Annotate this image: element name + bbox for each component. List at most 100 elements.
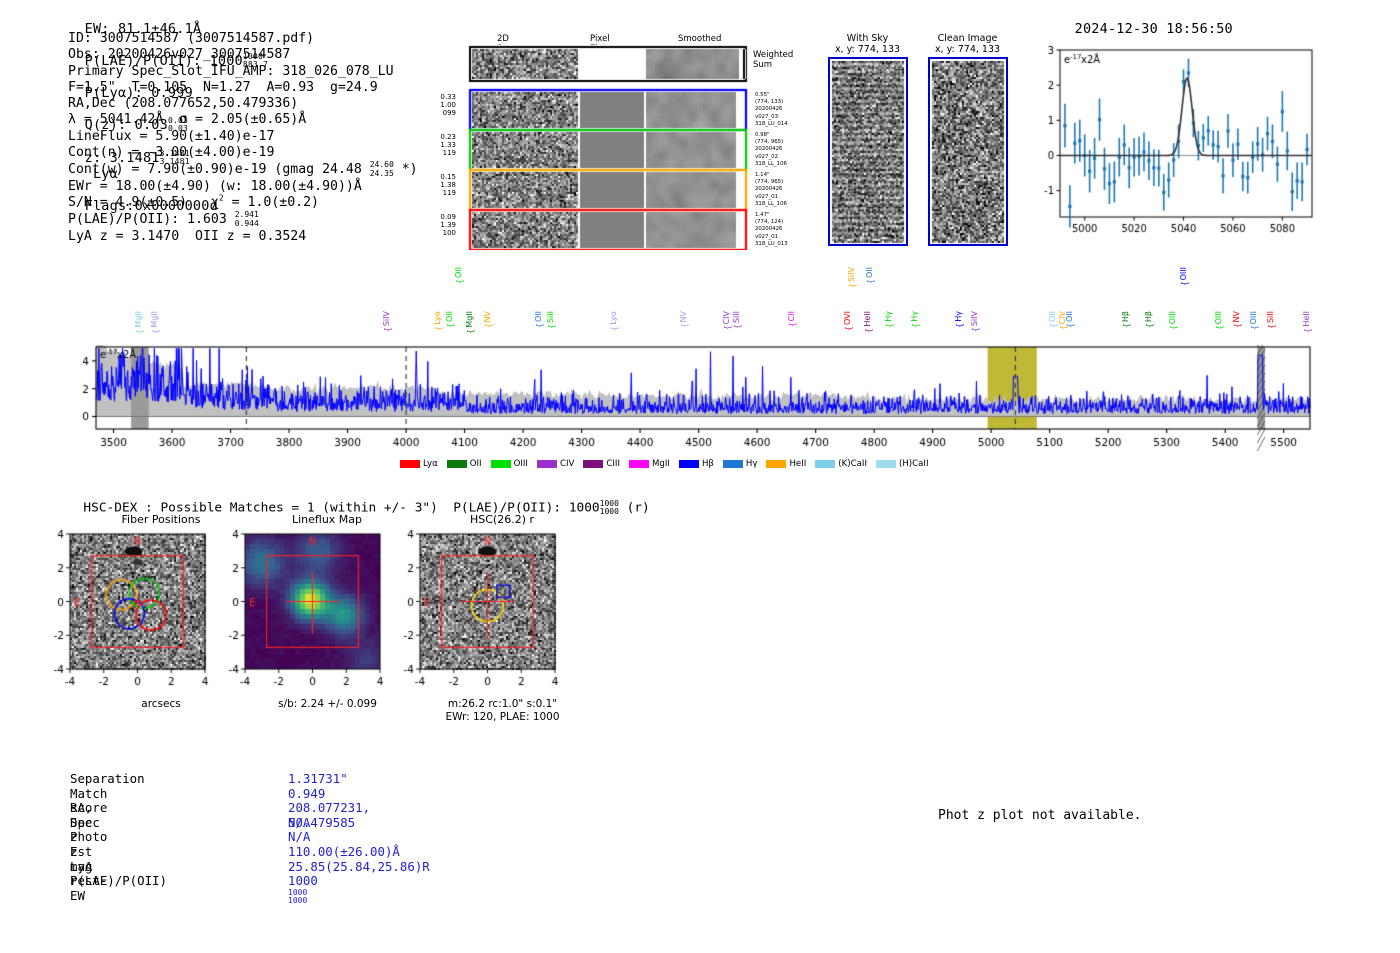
panel-title-hsc: HSC(26.2) r [469, 513, 535, 526]
timestamp: 2024-12-30 18:56:50 [1074, 21, 1233, 37]
line-label-siii-9: SiII{ [546, 311, 556, 329]
info-chi: χ [210, 195, 219, 211]
spec2d-row-2-stat-0: 0.15 [440, 173, 456, 181]
line-label-text: OII [453, 267, 463, 279]
line-label-oii-8: OII{ [534, 311, 544, 328]
spec2d-row-1-left-stats: 0.23 1.33 119 [428, 133, 456, 158]
emission-line-labels: MgII{MgII{SiIV{Lyα{OII{OII{MgII{NV{OII{S… [0, 267, 1400, 352]
legend-swatch [678, 460, 699, 468]
spec2d-row-1-stat-1: 1.33 [440, 141, 456, 150]
line-label-siii-13: SiII{ [732, 311, 742, 329]
line-label-brace: { [150, 328, 160, 334]
header-qz-sup: 0.03 [167, 116, 189, 126]
line-label-text: Hβ [1144, 311, 1154, 323]
match-value-ra-dec: 208.077231, 50.479585 [288, 800, 371, 830]
legend-swatch [446, 460, 467, 468]
match-value-sub: 1000 [288, 895, 308, 905]
line-label-text: OVI [842, 311, 852, 325]
info-cont-w-sup: 24.60 [369, 160, 394, 170]
legend-swatch [722, 460, 743, 468]
line-label-brace: { [445, 323, 455, 329]
spec2d-row-0-meta-2: 20200426 [755, 106, 783, 113]
line-label-text: SiIV [846, 267, 856, 283]
legend-item-oiii: OIII [490, 459, 528, 469]
line-label-brace: { [1145, 323, 1155, 329]
legend-label: (K)CaII [838, 459, 867, 469]
line-label-nv-11: NV{ [678, 311, 689, 329]
line-label-heii-17: HeII{ [863, 311, 873, 333]
line-label-lyα-10: Lyα{ [609, 311, 619, 331]
match-value-est-lya-rest-ew: 110.00(±26.00)Å [288, 843, 400, 859]
line-label-brace: { [434, 325, 444, 331]
match-value-match-score: 0.949 [288, 785, 326, 801]
line-label-text: OIII [1167, 311, 1177, 325]
spec2d-row-2-stat-1: 1.38 [440, 181, 456, 190]
spec2d-row-2-meta: 1.14" (774, 965) 20200426 v027_01 318_LL_106 [755, 172, 815, 208]
legend-label: Hγ [745, 459, 758, 469]
line-label-brace: { [722, 325, 732, 331]
spec2d-row-2-meta-2: 20200426 [755, 186, 783, 193]
line-label-brace: { [1250, 325, 1260, 331]
line-label-brace: { [1215, 325, 1225, 331]
header-qz-sub: 0.03 [167, 124, 189, 134]
line-label-text: MgII [134, 311, 144, 328]
legend-swatch [629, 460, 649, 468]
line-label-hγ-20: Hγ{ [910, 311, 920, 328]
spec2d-row-1-stat-0: 0.23 [440, 133, 456, 141]
line-profile-chart [1030, 38, 1320, 253]
line-label-brace: { [454, 279, 464, 285]
line-label-text: SiII [546, 311, 556, 324]
legend-item-kcaii: (K)CaII [815, 459, 867, 469]
header-qz-label: Q(z): [84, 117, 135, 134]
info-cont-w-post: *) [393, 162, 418, 178]
hscdex-summary: HSC-DEX : Possible Matches = 1 (within +… [68, 485, 649, 516]
legend-item-lyα: Lyα [400, 459, 438, 469]
line-label-siiv-16: SiIV{ [846, 267, 857, 288]
line-label-siiv-2: SiIV{ [382, 311, 392, 332]
line-label-mgii-1: MgII{ [150, 311, 160, 334]
line-label-brace: { [1303, 327, 1313, 333]
info-cont-w-pre: Cont(w) = 7.90(±0.90)e-19 (gmag 24.48 [68, 162, 370, 178]
line-label-text: NV [1231, 311, 1241, 323]
line-label-text: NV [678, 311, 688, 323]
match-key-p-lae-p-oii-: P(LAE)/P(OII) [70, 873, 167, 889]
legend-label: MgII [652, 459, 670, 469]
panel-title-lineflux-map: Lineflux Map [291, 513, 363, 526]
spec2d-row-2-meta-4: 318_LL_106 [755, 200, 787, 207]
spec2d-row-1-meta-3: v027_02 [755, 153, 779, 160]
line-label-text: Hγ [883, 311, 893, 322]
cutout-clean-image [928, 57, 1008, 246]
spec2d-row-1-meta-1: (774, 965) [755, 139, 784, 146]
spec2d-row-0-meta-0: 0.55" [755, 92, 770, 98]
spec2d-image-stack [462, 45, 752, 250]
line-label-nv-31: NV{ [1231, 311, 1242, 329]
line-label-heii-34: HeII{ [1302, 311, 1313, 333]
line-label-mgii-6: MgII{ [465, 311, 475, 334]
lineflux-map-plot [215, 528, 410, 703]
spec2d-row-0-stat-2: 099 [442, 109, 456, 118]
line-label-text: HeII [1302, 311, 1312, 327]
spec2d-row-2-stat-2: 119 [442, 189, 456, 198]
cutout-with-sky [828, 57, 908, 246]
line-label-oiii-32: OIII{ [1249, 311, 1260, 331]
line-label-brace: { [843, 326, 853, 332]
legend-swatch [490, 460, 511, 468]
line-label-text: SiIV [969, 311, 979, 327]
hscdex-plae-sup: 1000 [599, 499, 619, 508]
line-label-brace: { [1066, 323, 1076, 329]
line-label-text: OIII [1249, 311, 1259, 325]
header-plae-label: P(LAE)/P(OII): [84, 53, 210, 70]
info-radec: RA,Dec (208.077652,50.479336) [68, 96, 299, 112]
spectrum-legend: Lyα OII OIII CIV CIII MgII Hβ Hγ HeII (K)CaII (H)C… [400, 453, 938, 472]
legend-label: OII [469, 459, 482, 469]
header-ew: EW: 81.1±46.1Å [84, 21, 202, 37]
line-label-text: OIII [1179, 267, 1189, 281]
spec2d-row-0-meta-3: v027_03 [755, 113, 779, 120]
match-key-spec-z: Spec z [70, 814, 100, 845]
fiber-positions-xlabel: arcsecs [141, 698, 181, 710]
legend-item-mgii: MgII [629, 459, 670, 469]
line-label-brace: { [679, 323, 689, 329]
spec2d-row-0-meta-4: 318_LU_014 [755, 120, 788, 127]
legend-swatch [815, 460, 836, 468]
line-label-text: Hβ [1120, 311, 1130, 323]
